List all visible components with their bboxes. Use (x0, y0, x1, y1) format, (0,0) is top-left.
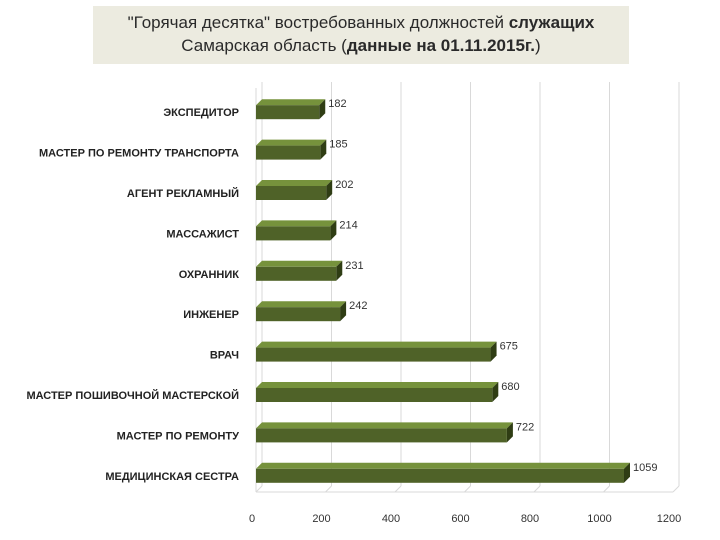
bar-top (256, 139, 327, 146)
category-label: МАСТЕР ПО РЕМОНТУ ТРАНСПОРТА (39, 148, 239, 160)
bar-top (256, 301, 347, 308)
chart-subtitle: Самарская область (данные на 01.11.2015г… (93, 36, 629, 56)
category-label: ЭКСПЕДИТОР (163, 107, 239, 119)
x-tick-label: 0 (249, 513, 255, 525)
bar-side (506, 422, 513, 443)
bar-side (340, 301, 347, 322)
data-label: 214 (339, 219, 357, 231)
bar-top (256, 260, 343, 267)
grid-floor-line (325, 485, 332, 493)
bar-side (624, 462, 631, 483)
category-label: МАССАЖИСТ (166, 228, 239, 240)
category-label: АГЕНТ РЕКЛАМНЫЙ (127, 187, 239, 200)
grid-floor-line (394, 485, 402, 493)
category-label: МАСТЕР ПОШИВОЧНОЙ МАСТЕРСКОЙ (26, 389, 239, 402)
chart-title-box: "Горячая десятка" востребованных должнос… (93, 6, 629, 64)
chart-subtitle-date: данные на 01.11.2015г. (346, 36, 536, 55)
bar (256, 145, 321, 160)
x-tick-label: 400 (382, 513, 400, 525)
bar-side (320, 139, 327, 160)
data-label: 680 (501, 381, 519, 393)
grid-floor-line (255, 485, 263, 493)
bar (256, 468, 625, 483)
bar-side (330, 220, 337, 241)
bar (256, 307, 341, 322)
bar-top (256, 220, 337, 227)
grid-floor-line (672, 485, 680, 493)
x-tick-label: 200 (312, 513, 330, 525)
bar-top (256, 341, 497, 348)
bar-side (490, 341, 497, 362)
bar (256, 186, 327, 200)
chart-title-bold: служащих (508, 13, 595, 32)
chart-title: "Горячая десятка" востребованных должнос… (93, 13, 629, 33)
grid-floor-line (464, 485, 471, 493)
chart-title-text: "Горячая десятка" востребованных должнос… (127, 13, 504, 32)
data-label: 202 (335, 179, 353, 191)
data-label: 182 (328, 98, 346, 110)
x-tick-label: 600 (451, 513, 469, 525)
category-label: ОХРАННИК (179, 269, 240, 281)
chart-subtitle-text: Самарская область ( (181, 36, 347, 55)
bar-top (256, 462, 631, 469)
grid-floor-line (533, 485, 541, 493)
bar (256, 266, 337, 281)
bar (256, 428, 507, 443)
category-label: МЕДИЦИНСКАЯ СЕСТРА (105, 471, 239, 483)
data-label: 1059 (633, 462, 657, 474)
x-tick-label: 1000 (587, 513, 611, 525)
bar-top (256, 99, 326, 106)
bar-side (326, 180, 333, 200)
bar-top (256, 382, 499, 388)
bar (256, 226, 331, 241)
bar-side (319, 99, 326, 120)
category-label: ВРАЧ (210, 350, 239, 362)
data-label: 185 (329, 139, 347, 151)
bar-top (256, 180, 333, 186)
category-label: МАСТЕР ПО РЕМОНТУ (117, 430, 240, 442)
bar-side (492, 382, 499, 402)
data-label: 722 (516, 421, 534, 433)
bar (256, 105, 320, 120)
bar (256, 388, 493, 402)
bar-side (336, 260, 343, 281)
data-label: 231 (345, 260, 363, 272)
x-tick-label: 800 (521, 513, 539, 525)
data-label: 242 (349, 300, 367, 312)
data-label: 675 (500, 341, 518, 353)
category-label: ИНЖЕНЕР (183, 309, 239, 321)
bar (256, 347, 491, 362)
x-tick-label: 1200 (657, 513, 681, 525)
bar-top (256, 422, 513, 429)
chart-subtitle-suffix: ) (535, 36, 541, 55)
grid-floor-line (603, 485, 610, 493)
